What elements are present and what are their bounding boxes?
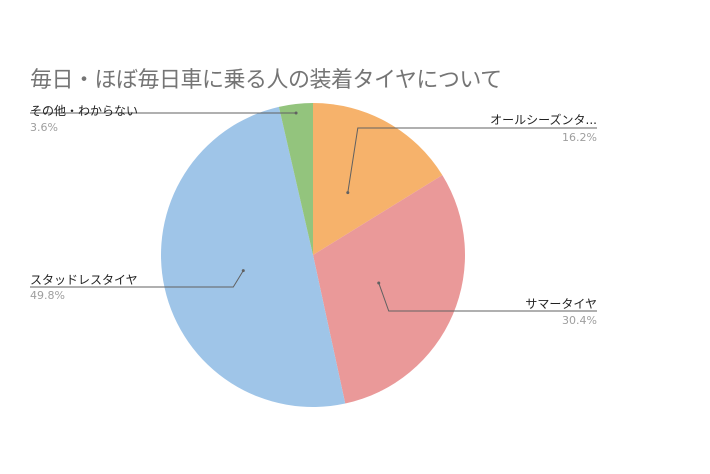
slice-value-summer: 30.4% [562,314,597,327]
pie-slice-all-season [313,103,443,255]
leader-line-studless [30,270,244,288]
pie-slice-studless [160,106,346,408]
chart-title: 毎日・ほぼ毎日車に乗る人の装着タイヤについて [30,68,502,93]
leader-dot-summer [377,281,381,285]
slice-value-studless: 49.8% [30,289,65,302]
slice-value-other: 3.6% [30,121,58,134]
slice-label-studless: スタッドレスタイヤ [30,273,138,287]
pie-slice-summer [313,175,465,404]
slice-label-summer: サマータイヤ [525,297,597,311]
leader-dot-all-season [346,191,350,195]
leader-line-summer [378,282,597,312]
slice-label-other: その他・わからない [30,104,139,118]
pie-slice-other [278,103,313,255]
leader-dot-studless [241,269,245,273]
leader-line-all-season [347,127,597,193]
leader-dot-other [294,111,298,115]
slice-label-all-season: オールシーズンタ... [490,113,597,127]
slice-value-all-season: 16.2% [562,131,597,144]
